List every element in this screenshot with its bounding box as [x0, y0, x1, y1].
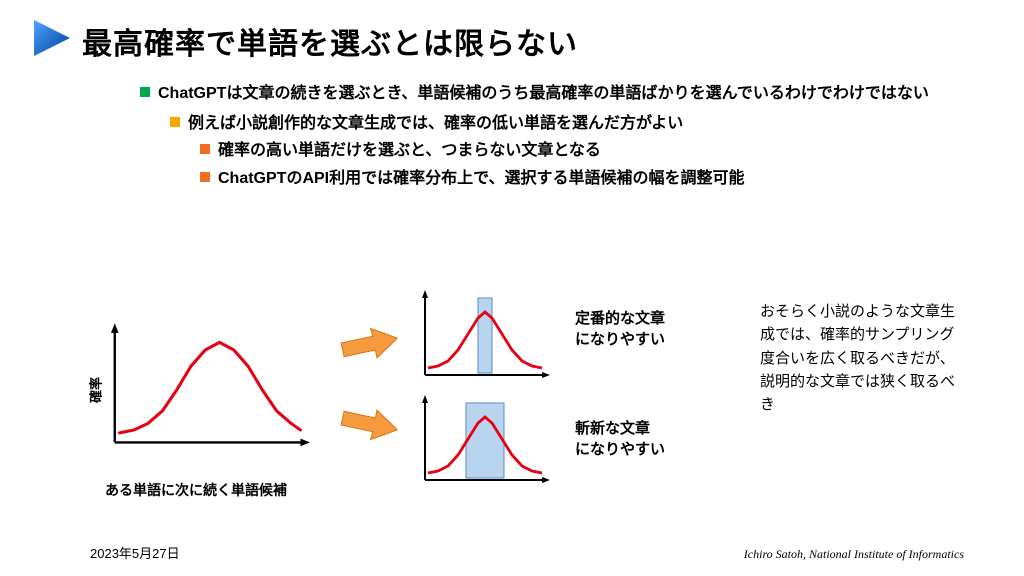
bullet3b-text: ChatGPTのAPI利用では確率分布上で、選択する単語候補の幅を調整可能 [218, 170, 744, 187]
main-chart-caption: ある単語に次に続く単語候補 [105, 480, 287, 500]
bullet-marker-icon [200, 172, 210, 182]
wide-sampling-label: 斬新な文章 になりやすい [575, 418, 665, 460]
narrow-sampling-chart [420, 290, 550, 385]
bullet-marker-icon [170, 117, 180, 127]
bullet-list: ChatGPTは文章の続きを選ぶとき、単語候補のうち最高確率の単語ばかりを選んで… [0, 71, 1024, 191]
bullet-level2: 例えば小説創作的な文章生成では、確率の低い単語を選んだ方がよい [140, 111, 964, 137]
bullet-marker-icon [200, 144, 210, 154]
narrow-sampling-label: 定番的な文章 になりやすい [575, 308, 665, 350]
bullet-level3: 確率の高い単語だけを選ぶと、つまらない文章となる [140, 138, 964, 164]
bullet-marker-icon [140, 87, 150, 97]
slide-title: 最高確率で単語を選ぶとは限らない [82, 19, 578, 63]
label-line: になりやすい [575, 441, 665, 458]
header-arrow-icon [30, 18, 74, 63]
label-line: 定番的な文章 [575, 310, 665, 327]
main-distribution-chart: 確率 [110, 310, 310, 470]
bullet1-text: ChatGPTは文章の続きを選ぶとき、単語候補のうち最高確率の単語ばかりを選んで… [158, 85, 929, 102]
diagram-area: 確率 ある単語に次に続く単語候補 [0, 290, 1024, 530]
y-axis-label: 確率 [86, 377, 105, 403]
footer-date: 2023年5月27日 [90, 543, 180, 562]
bullet3a-text: 確率の高い単語だけを選ぶと、つまらない文章となる [218, 142, 601, 159]
label-line: 斬新な文章 [575, 420, 650, 437]
label-line: になりやすい [575, 331, 665, 348]
footer-author: Ichiro Satoh, National Institute of Info… [744, 547, 964, 562]
arrow-to-top-icon [340, 325, 400, 363]
bullet2-text: 例えば小説創作的な文章生成では、確率の低い単語を選んだ方がよい [188, 115, 683, 132]
slide-header: 最高確率で単語を選ぶとは限らない [0, 0, 1024, 71]
arrow-to-bottom-icon [340, 405, 400, 443]
bullet-level1: ChatGPTは文章の続きを選ぶとき、単語候補のうち最高確率の単語ばかりを選んで… [140, 81, 964, 107]
explanation-text: おそらく小説のような文章生成では、確率的サンプリング度合いを広く取るべきだが、説… [760, 300, 960, 416]
wide-sampling-chart [420, 395, 550, 490]
bullet-level3: ChatGPTのAPI利用では確率分布上で、選択する単語候補の幅を調整可能 [140, 166, 964, 192]
